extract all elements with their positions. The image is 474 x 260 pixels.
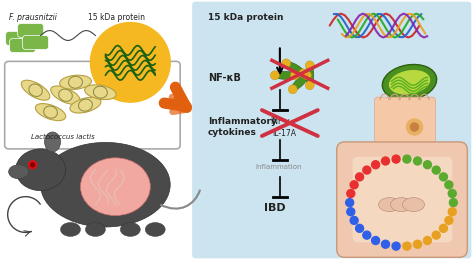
Ellipse shape <box>45 132 61 152</box>
Ellipse shape <box>36 103 66 121</box>
Ellipse shape <box>383 64 437 100</box>
FancyArrowPatch shape <box>172 97 188 112</box>
Ellipse shape <box>41 142 170 227</box>
Ellipse shape <box>379 198 401 212</box>
Circle shape <box>91 23 170 102</box>
Text: F. prausnitzii: F. prausnitzii <box>9 13 56 22</box>
Circle shape <box>410 123 419 131</box>
Text: INF-γ: INF-γ <box>270 117 290 126</box>
Ellipse shape <box>9 165 28 179</box>
Circle shape <box>413 157 421 165</box>
FancyBboxPatch shape <box>6 31 32 46</box>
Text: 15 kDa protein: 15 kDa protein <box>89 13 146 22</box>
Circle shape <box>449 199 457 207</box>
Circle shape <box>382 240 390 248</box>
Ellipse shape <box>81 158 150 216</box>
Circle shape <box>392 155 400 163</box>
Circle shape <box>423 161 431 169</box>
Ellipse shape <box>282 59 291 68</box>
Circle shape <box>448 208 456 216</box>
Circle shape <box>31 163 35 167</box>
Ellipse shape <box>51 86 80 105</box>
Circle shape <box>432 231 440 239</box>
Ellipse shape <box>391 198 412 212</box>
Ellipse shape <box>70 97 101 113</box>
Text: 15 kDa protein: 15 kDa protein <box>208 13 283 22</box>
Text: cytokines: cytokines <box>208 128 257 137</box>
Ellipse shape <box>299 69 308 78</box>
Ellipse shape <box>291 71 299 80</box>
Circle shape <box>439 224 447 232</box>
Ellipse shape <box>305 81 314 90</box>
FancyBboxPatch shape <box>353 157 452 242</box>
Text: IBD: IBD <box>264 203 285 213</box>
Circle shape <box>439 173 447 181</box>
Ellipse shape <box>60 75 91 89</box>
Circle shape <box>432 166 440 174</box>
FancyBboxPatch shape <box>5 61 180 149</box>
Ellipse shape <box>85 85 116 100</box>
Ellipse shape <box>270 71 279 80</box>
FancyBboxPatch shape <box>192 2 471 258</box>
Circle shape <box>347 190 355 198</box>
Ellipse shape <box>85 223 105 236</box>
Circle shape <box>363 231 371 239</box>
Circle shape <box>356 173 364 181</box>
Ellipse shape <box>288 85 297 94</box>
FancyArrowPatch shape <box>164 87 187 107</box>
Circle shape <box>392 242 400 250</box>
Ellipse shape <box>305 61 314 70</box>
Text: Lactococcus lactis: Lactococcus lactis <box>31 134 94 140</box>
Circle shape <box>407 119 422 135</box>
Text: IL-17A: IL-17A <box>272 129 296 138</box>
Circle shape <box>347 208 355 216</box>
Ellipse shape <box>284 61 305 75</box>
Circle shape <box>448 190 456 198</box>
Circle shape <box>403 242 411 250</box>
Circle shape <box>28 161 36 169</box>
Ellipse shape <box>120 223 140 236</box>
Circle shape <box>372 237 380 244</box>
Ellipse shape <box>273 71 297 79</box>
FancyBboxPatch shape <box>18 24 44 37</box>
Circle shape <box>423 237 431 244</box>
Text: NF-κB: NF-κB <box>208 73 241 83</box>
Circle shape <box>346 199 354 207</box>
Text: Inflammation: Inflammation <box>255 164 301 170</box>
FancyBboxPatch shape <box>337 142 467 257</box>
Ellipse shape <box>21 80 50 100</box>
Ellipse shape <box>145 223 165 236</box>
Circle shape <box>445 181 453 189</box>
Ellipse shape <box>306 63 314 87</box>
Circle shape <box>382 157 390 165</box>
FancyBboxPatch shape <box>374 97 436 143</box>
FancyBboxPatch shape <box>9 38 36 53</box>
Ellipse shape <box>291 73 309 91</box>
Ellipse shape <box>389 70 430 95</box>
Ellipse shape <box>16 149 65 191</box>
Circle shape <box>372 161 380 169</box>
Ellipse shape <box>302 71 311 80</box>
Circle shape <box>363 166 371 174</box>
Circle shape <box>445 216 453 224</box>
Text: Inflammatory: Inflammatory <box>208 117 277 126</box>
Circle shape <box>350 216 358 224</box>
Circle shape <box>403 155 411 163</box>
Ellipse shape <box>402 198 424 212</box>
FancyBboxPatch shape <box>23 36 48 49</box>
Circle shape <box>413 240 421 248</box>
Circle shape <box>350 181 358 189</box>
Ellipse shape <box>61 223 81 236</box>
Circle shape <box>356 224 364 232</box>
